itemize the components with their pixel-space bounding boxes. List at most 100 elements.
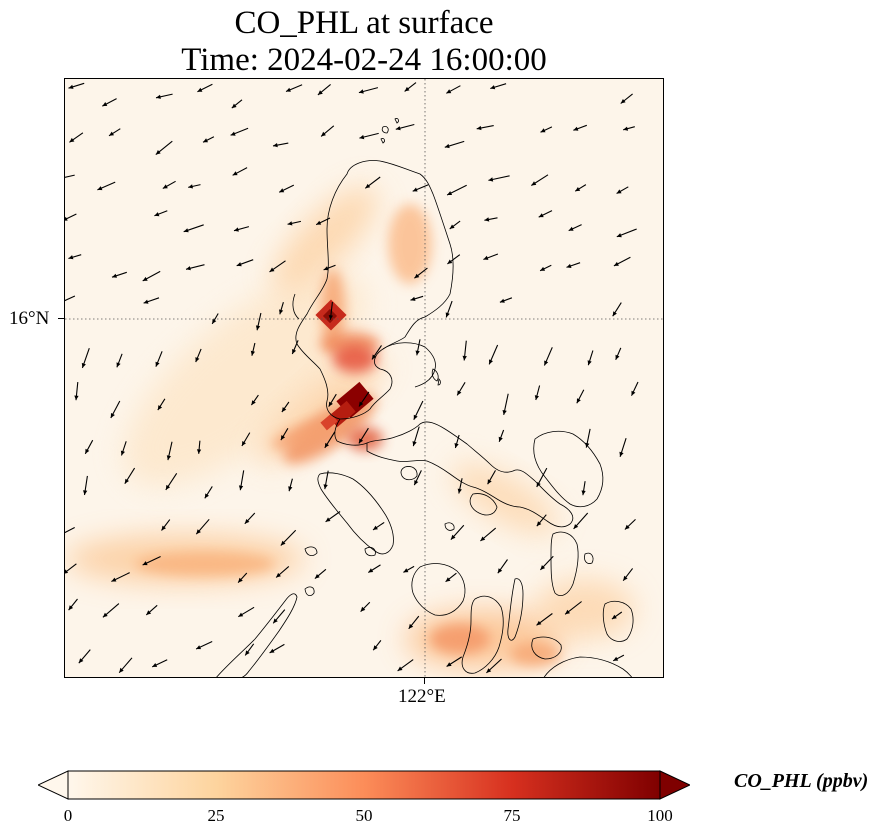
wind-arrow-head [146, 610, 152, 615]
colorbar-tick-75: 75 [503, 806, 521, 825]
wind-arrow-head [111, 577, 117, 582]
wind-arrow-head [230, 131, 236, 136]
wind-arrow-head [124, 478, 129, 484]
colorbar-gradient [67, 770, 661, 800]
wind-arrow-head [203, 138, 208, 143]
wind-arrow-head [183, 228, 189, 233]
wind-arrow-head [620, 99, 626, 104]
wind-arrow-head [69, 137, 75, 143]
wind-arrow-head [78, 658, 84, 664]
colorbar-extend-high [659, 770, 690, 800]
wind-arrow-head [238, 612, 244, 617]
wind-arrow-head [65, 216, 68, 221]
wind-arrow-head [611, 614, 617, 620]
wind-arrow-head [576, 398, 581, 404]
wind-arrow-head [68, 605, 74, 611]
wind-arrow-head [236, 262, 242, 267]
wind-arrow-head [410, 296, 416, 301]
wind-arrow-head [156, 94, 161, 99]
wind-arrow-head [321, 131, 326, 137]
wind-arrow-head [241, 441, 246, 446]
wind-arrow-head [536, 482, 541, 487]
wind-arrow-head [196, 529, 201, 535]
wind-arrow-head [623, 575, 628, 581]
wind-arrow-head [68, 255, 74, 260]
colorbar-extend-low [38, 770, 69, 800]
wind-arrow-head [454, 443, 459, 448]
wind-arrow-head [462, 355, 467, 361]
wind-arrow-head [328, 315, 333, 320]
wind-arrow-shaft [65, 213, 77, 221]
wind-arrow-head [102, 102, 108, 107]
wind-arrow-head [413, 414, 418, 420]
wind-arrow-head [317, 90, 323, 95]
wind-arrow-head [276, 572, 281, 578]
wind-arrow-head [110, 413, 115, 418]
wind-arrow-head [83, 490, 88, 495]
lat-tick-mark [58, 318, 64, 319]
wind-arrow-head [476, 125, 482, 131]
map-canvas [65, 79, 663, 677]
wind-arrow-head [408, 623, 414, 629]
wind-arrow-head [490, 85, 496, 90]
wind-arrow-head [573, 524, 579, 529]
wind-arrow-head [575, 187, 581, 192]
wind-arrow-head [502, 410, 507, 415]
wind-arrow-head [457, 488, 462, 494]
wind-arrow-head [446, 662, 452, 667]
wind-arrow-head [613, 656, 619, 661]
wind-arrow-head [197, 87, 203, 92]
wind-arrow-head [358, 89, 364, 94]
wind-arrow-head [161, 525, 166, 531]
wind-arrow-head [154, 212, 160, 217]
wind-arrow-head [234, 227, 239, 232]
wind-arrow-head [540, 128, 546, 133]
wind-arrow-head [358, 438, 364, 444]
wind-arrow-head [403, 568, 409, 573]
wind-arrow-head [360, 606, 366, 612]
wind-arrow-head [142, 561, 148, 566]
wind-arrow-head [499, 298, 505, 303]
longitude-label: 122°E [398, 686, 446, 707]
wind-arrow-head [415, 350, 420, 356]
wind-arrow-head [325, 517, 331, 522]
wind-arrow-head [292, 349, 297, 354]
wind-arrow-head [85, 448, 90, 454]
wind-arrow-head [623, 126, 629, 131]
lon-tick-mark [424, 678, 425, 684]
wind-arrow-head [616, 233, 622, 238]
wind-arrow-head [372, 354, 377, 360]
wind-arrow-head [365, 183, 371, 189]
wind-arrow-head [483, 255, 489, 260]
wind-arrow-head [68, 84, 74, 89]
wind-arrow-head [538, 213, 544, 218]
wind-arrow-head [444, 143, 450, 149]
wind-arrow-head [587, 360, 592, 366]
colorbar-tick-0: 0 [63, 806, 73, 825]
wind-arrow-head [244, 519, 250, 524]
wind-arrow-head [195, 357, 200, 363]
wind-arrow-head [497, 568, 503, 574]
wind-arrow-head [196, 449, 202, 454]
wind-arrow-head [540, 565, 546, 570]
wind-arrow-head [286, 87, 291, 92]
wind-arrow-head [615, 354, 620, 360]
wind-arrow-head [498, 436, 503, 442]
wind-arrow-head [359, 401, 364, 407]
wind-arrow-head [157, 405, 163, 411]
wind-arrow-head [273, 143, 278, 148]
wind-arrow-shaft [65, 174, 75, 178]
wind-arrow-head [120, 450, 125, 456]
wind-arrow-head [414, 273, 420, 279]
wind-arrow-head [412, 441, 417, 447]
wind-arrow-head [238, 577, 243, 583]
wind-arrow-head [152, 663, 158, 667]
wind-arrow-head [368, 568, 374, 573]
map-time-subtitle: Time: 2024-02-24 16:00:00 [181, 42, 547, 78]
wind-arrow-head [112, 273, 117, 278]
wind-arrow-head [568, 226, 574, 231]
wind-arrow-head [395, 126, 401, 131]
wind-arrow-head [269, 267, 275, 272]
wind-arrow-head [65, 569, 69, 574]
colorbar-title: CO_PHL (ppbv) [734, 770, 869, 792]
